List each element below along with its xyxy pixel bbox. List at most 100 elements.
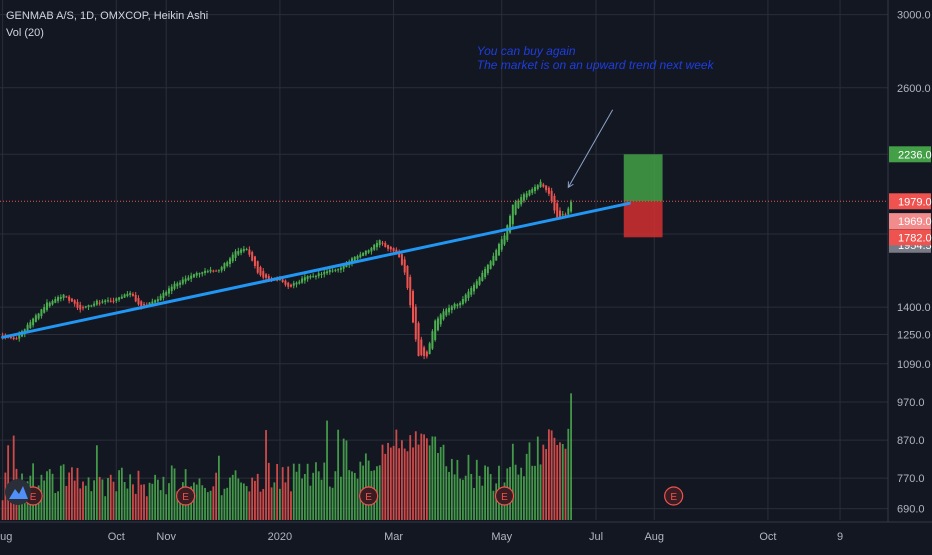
candle-body — [256, 261, 259, 273]
volume-bar — [492, 490, 495, 520]
earnings-marker-label: E — [670, 492, 677, 503]
candle-body — [295, 282, 298, 285]
candle-body — [556, 203, 559, 218]
volume-bar — [384, 453, 387, 520]
candle-body — [237, 251, 240, 255]
annotation-arrow — [567, 109, 614, 188]
volume-bar — [414, 431, 417, 520]
volume-bar — [323, 462, 326, 520]
volume-bar — [7, 445, 10, 520]
volume-bar — [48, 469, 51, 520]
trendline-drawing[interactable] — [1, 201, 631, 339]
candle-body — [475, 281, 478, 289]
candle-body — [434, 320, 437, 340]
candle-body — [306, 276, 309, 279]
candle-body — [206, 271, 209, 273]
candle-body — [82, 307, 85, 309]
candle-body — [534, 186, 537, 191]
candle-body — [298, 281, 301, 284]
volume-bar — [54, 493, 57, 520]
candle-body — [195, 272, 198, 276]
volume-bar — [425, 438, 428, 520]
price-tick-label: 1090.0 — [897, 359, 931, 371]
volume-bar — [359, 461, 362, 520]
volume-bar — [217, 455, 220, 520]
candle-body — [192, 274, 195, 278]
volume-bar — [107, 477, 109, 520]
candle-body — [9, 337, 12, 339]
volume-bar — [237, 478, 240, 520]
volume-bar — [145, 496, 148, 520]
volume-bar — [231, 474, 234, 520]
volume-bar — [115, 491, 118, 520]
candle-body — [223, 263, 226, 269]
volume-bar — [234, 470, 237, 520]
volume-bar — [287, 466, 290, 520]
volume-bar — [464, 475, 467, 520]
volume-bar — [536, 436, 539, 520]
position-tool[interactable] — [0, 154, 888, 238]
candle-body — [245, 249, 248, 251]
volume-bar — [251, 477, 254, 520]
time-tick-label: Aug — [644, 531, 664, 543]
candle-body — [342, 265, 345, 269]
candle-body — [170, 286, 173, 292]
candle-body — [29, 322, 32, 329]
volume-tick-label: 870.0 — [897, 435, 925, 447]
volume-bar — [303, 474, 306, 520]
tradingview-logo[interactable] — [5, 479, 31, 505]
candle-body — [378, 240, 381, 246]
volume-bar — [223, 488, 226, 520]
volume-bar — [412, 447, 414, 520]
volume-bar — [401, 440, 403, 520]
candle-body — [93, 303, 96, 306]
candle-body — [359, 254, 362, 258]
candle-body — [106, 300, 109, 302]
volume-bar — [434, 436, 437, 520]
time-axis-background — [0, 522, 888, 550]
volume-bar — [229, 477, 231, 520]
annotation-text-line: The market is on an upward trend next we… — [477, 58, 715, 72]
candle-body — [395, 249, 398, 253]
candle-body — [331, 270, 334, 272]
trendline — [1, 201, 631, 339]
annotation-text-line: You can buy again — [477, 44, 576, 58]
volume-bar — [489, 474, 492, 520]
volume-indicator-label[interactable]: Vol (20) — [6, 27, 44, 39]
volume-bar — [389, 447, 392, 520]
price-axis[interactable]: 3000.02600.02200.01800.01400.01250.01090… — [887, 0, 932, 550]
candle-body — [154, 300, 157, 303]
time-tick-label: Oct — [759, 531, 776, 543]
volume-bar — [423, 434, 425, 520]
time-axis[interactable]: Aug Oct Nov 2020 Mar May Jul Aug Oct 9 — [0, 521, 932, 550]
volume-bar — [556, 445, 559, 520]
candle-body — [18, 334, 21, 339]
volume-bar — [417, 444, 420, 520]
volume-bar — [398, 448, 401, 520]
volume-bar — [162, 476, 165, 520]
volume-bar — [270, 487, 273, 520]
volume-bar — [176, 491, 179, 520]
symbol-title[interactable]: GENMAB A/S, 1D, OMXCOP, Heikin Ashi — [6, 10, 209, 22]
candle-body — [140, 301, 143, 307]
candle-body — [204, 270, 207, 273]
volume-bar — [570, 393, 572, 520]
candle-body — [148, 302, 151, 306]
candle-body — [453, 303, 456, 309]
volume-bar — [62, 464, 65, 520]
volume-bar — [281, 467, 284, 520]
volume-bar — [525, 453, 528, 520]
candle-body — [456, 304, 459, 307]
volume-bar — [547, 429, 550, 520]
candle-body — [253, 256, 256, 266]
volume-bar — [420, 433, 423, 520]
volume-bar — [46, 471, 48, 520]
candle-body — [95, 300, 98, 305]
volume-bar — [198, 478, 201, 520]
volume-bar — [561, 443, 564, 520]
candle-body — [542, 184, 545, 187]
